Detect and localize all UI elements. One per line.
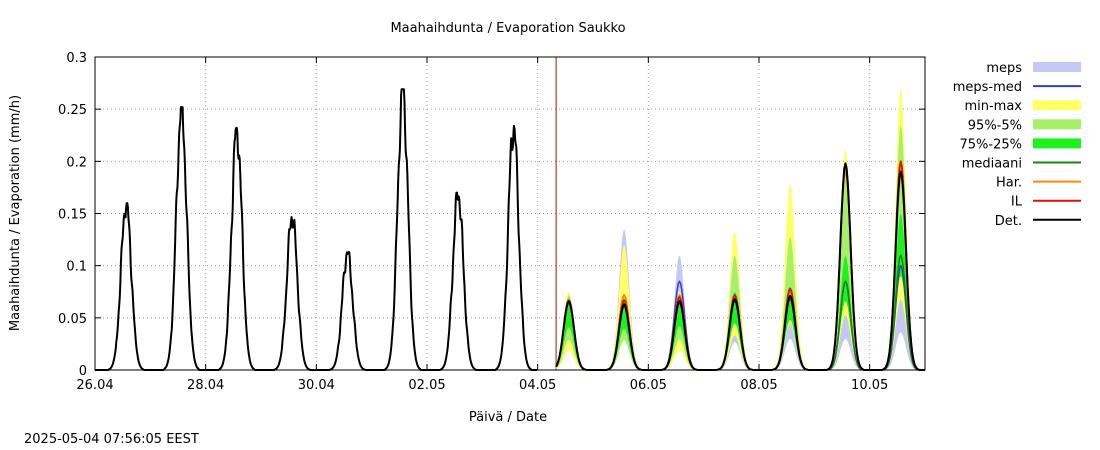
y-axis-label: Maahaihdunta / Evaporation (mm/h) [8,95,23,331]
x-axis-ticks: 26.04 28.04 30.04 02.05 04.05 06.05 08.05 10.05 [76,57,888,393]
line-det-forecast [555,162,925,371]
legend-swatch [1033,138,1081,149]
legend-label: IL [1011,195,1023,210]
legend-label: meps [986,61,1022,76]
legend-label: 95%-5% [968,118,1022,133]
legend-label: Har. [996,176,1022,191]
grid-lines [95,57,925,370]
timestamp: 2025-05-04 07:56:05 EEST [24,432,199,447]
legend-label: min-max [964,99,1022,114]
x-tick-label: 06.05 [630,378,667,393]
x-tick-label: 26.04 [76,378,113,393]
legend-label: mediaani [962,157,1022,172]
legend-swatch [1033,119,1081,130]
band-95-5 [556,124,925,370]
x-tick-label: 10.05 [851,378,888,393]
legend-swatch [1033,100,1081,111]
legend-swatch [1033,62,1081,72]
x-tick-label: 08.05 [740,378,777,393]
legend-label: meps-med [953,80,1022,95]
x-axis-label: Päivä / Date [469,410,547,425]
y-tick-label: 0.3 [66,51,87,66]
y-tick-label: 0.25 [58,103,87,118]
y-axis-ticks: 0 0.05 0.1 0.15 0.2 0.25 0.3 [58,51,925,379]
series-lines [94,88,925,371]
legend-label: 75%-25% [960,137,1022,152]
y-tick-label: 0 [79,364,87,379]
y-tick-label: 0.05 [58,312,87,327]
x-tick-label: 28.04 [187,378,224,393]
chart-title: Maahaihdunta / Evaporation Saukko [390,21,625,36]
legend-label: Det. [995,214,1022,229]
y-tick-label: 0.2 [66,155,87,170]
x-tick-label: 04.05 [519,378,556,393]
y-tick-label: 0.1 [66,260,87,275]
x-tick-label: 30.04 [298,378,335,393]
y-tick-label: 0.15 [58,208,87,223]
x-tick-label: 02.05 [408,378,445,393]
legend: meps meps-med min-max 95%-5% 75%-25% mediaani… [953,61,1081,229]
